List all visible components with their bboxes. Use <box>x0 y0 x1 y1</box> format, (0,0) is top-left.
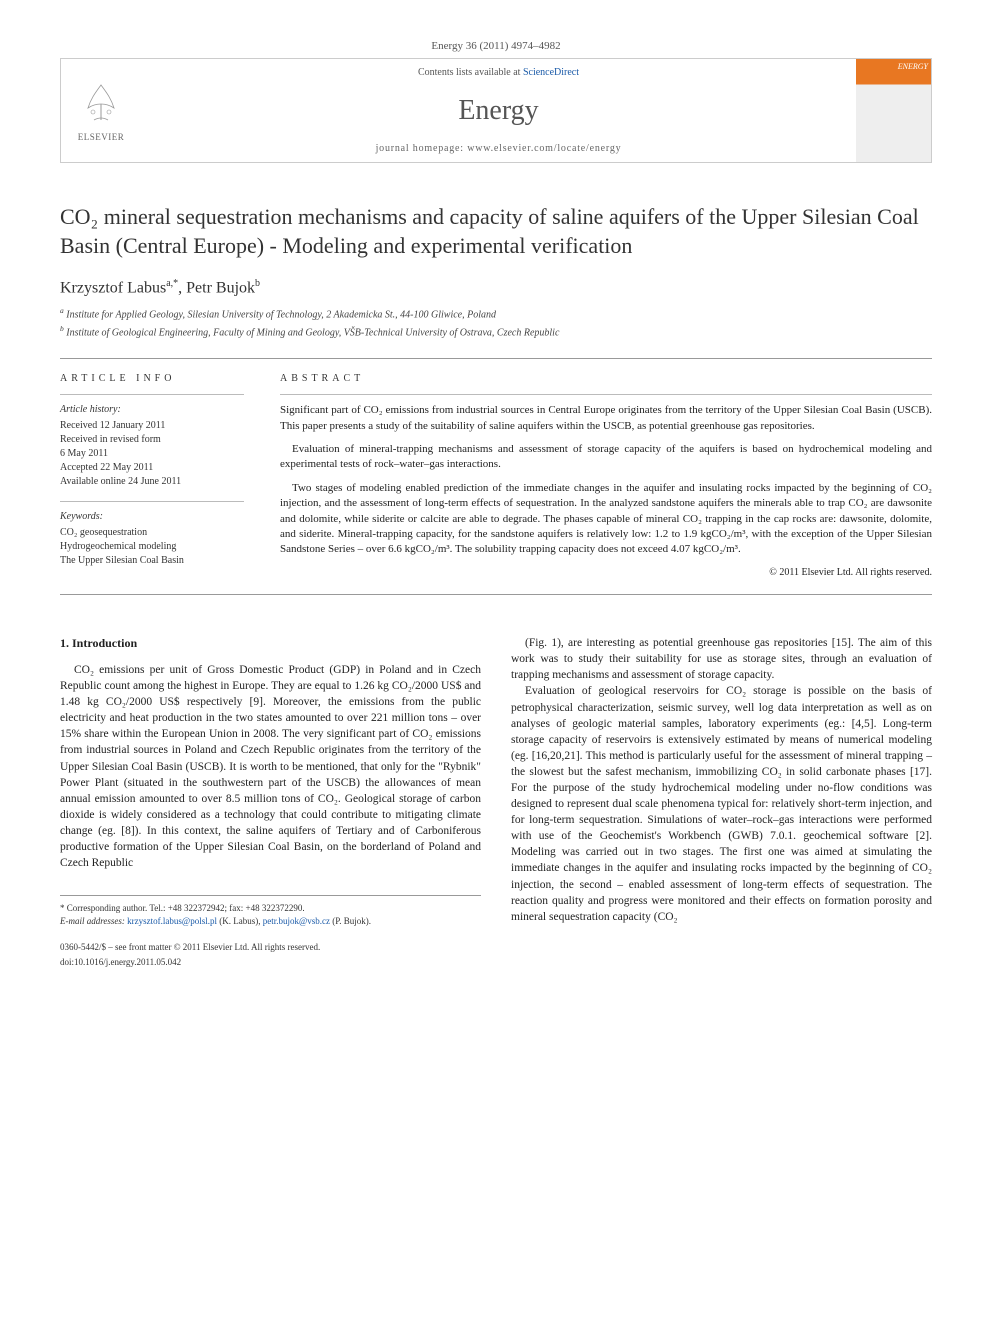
affil-a-text: Institute for Applied Geology, Silesian … <box>66 309 496 320</box>
abstract-heading: ABSTRACT <box>280 373 932 384</box>
email-2-who: (P. Bujok). <box>332 916 371 926</box>
keyword-2: Hydrogeochemical modeling <box>60 540 244 554</box>
body-left-column: 1. Introduction CO₂ emissions per unit o… <box>60 635 481 968</box>
keyword-1: CO₂ geosequestration <box>60 526 244 540</box>
corresponding-author: * Corresponding author. Tel.: +48 322372… <box>60 902 481 915</box>
affiliation-b: b Institute of Geological Engineering, F… <box>60 324 932 338</box>
revised-date-l2: 6 May 2011 <box>60 447 244 461</box>
affiliation-a: a Institute for Applied Geology, Silesia… <box>60 306 932 320</box>
publisher-logo: ELSEVIER <box>61 59 141 162</box>
publisher-name: ELSEVIER <box>78 132 125 142</box>
article-info-heading: ARTICLE INFO <box>60 373 244 384</box>
homepage-label: journal homepage: <box>376 143 468 154</box>
article-history-block: Article history: Received 12 January 201… <box>60 394 244 489</box>
abstract-column: ABSTRACT Significant part of CO₂ emissio… <box>260 359 932 594</box>
email-1-who: (K. Labus), <box>219 916 260 926</box>
affil-b-text: Institute of Geological Engineering, Fac… <box>66 327 559 338</box>
sciencedirect-link[interactable]: ScienceDirect <box>523 67 579 78</box>
author-2: Petr Bujok <box>186 280 255 297</box>
journal-center: Contents lists available at ScienceDirec… <box>141 59 856 162</box>
keywords-block: Keywords: CO₂ geosequestration Hydrogeoc… <box>60 501 244 568</box>
article-info-column: ARTICLE INFO Article history: Received 1… <box>60 359 260 594</box>
body-two-column: 1. Introduction CO₂ emissions per unit o… <box>60 635 932 968</box>
doi-line: doi:10.1016/j.energy.2011.05.042 <box>60 956 481 969</box>
running-head: Energy 36 (2011) 4974–4982 <box>60 40 932 52</box>
author-1-affil: a,* <box>166 278 178 289</box>
journal-name: Energy <box>458 95 538 127</box>
abstract-p2: Evaluation of mineral-trapping mechanism… <box>280 442 932 473</box>
author-1: Krzysztof Labus <box>60 280 166 297</box>
contents-text: Contents lists available at <box>418 67 523 78</box>
email-line: E-mail addresses: krzysztof.labus@polsl.… <box>60 915 481 928</box>
article-title: CO₂ mineral sequestration mechanisms and… <box>60 203 932 260</box>
abstract-body: Significant part of CO₂ emissions from i… <box>280 394 932 580</box>
contents-available-line: Contents lists available at ScienceDirec… <box>418 67 579 78</box>
abstract-p1: Significant part of CO₂ emissions from i… <box>280 403 932 434</box>
emails-label: E-mail addresses: <box>60 916 125 926</box>
history-label: Article history: <box>60 403 244 417</box>
issn-line: 0360-5442/$ – see front matter © 2011 El… <box>60 941 481 954</box>
footnote-block: * Corresponding author. Tel.: +48 322372… <box>60 895 481 927</box>
body-right-column: (Fig. 1), are interesting as potential g… <box>511 635 932 968</box>
section-1-heading: 1. Introduction <box>60 635 481 652</box>
body-left-p1: CO₂ emissions per unit of Gross Domestic… <box>60 662 481 871</box>
abstract-p3: Two stages of modeling enabled predictio… <box>280 481 932 558</box>
journal-cover-thumb: ENERGY <box>856 59 931 162</box>
journal-masthead: ELSEVIER Contents lists available at Sci… <box>60 58 932 163</box>
keyword-3: The Upper Silesian Coal Basin <box>60 554 244 568</box>
author-2-affil: b <box>255 278 260 289</box>
revised-date-l1: Received in revised form <box>60 433 244 447</box>
homepage-url[interactable]: www.elsevier.com/locate/energy <box>467 143 621 154</box>
cover-title: ENERGY <box>859 62 928 71</box>
authors-line: Krzysztof Labusa,*, Petr Bujokb <box>60 278 932 297</box>
keywords-label: Keywords: <box>60 510 244 524</box>
email-1-link[interactable]: krzysztof.labus@polsl.pl <box>127 916 217 926</box>
body-right-p2: Evaluation of geological reservoirs for … <box>511 683 932 924</box>
accepted-date: Accepted 22 May 2011 <box>60 461 244 475</box>
email-2-link[interactable]: petr.bujok@vsb.cz <box>263 916 330 926</box>
elsevier-tree-icon <box>76 80 126 130</box>
journal-homepage-line: journal homepage: www.elsevier.com/locat… <box>376 143 622 154</box>
body-right-p1: (Fig. 1), are interesting as potential g… <box>511 635 932 683</box>
abstract-copyright: © 2011 Elsevier Ltd. All rights reserved… <box>280 566 932 580</box>
received-date: Received 12 January 2011 <box>60 419 244 433</box>
online-date: Available online 24 June 2011 <box>60 475 244 489</box>
